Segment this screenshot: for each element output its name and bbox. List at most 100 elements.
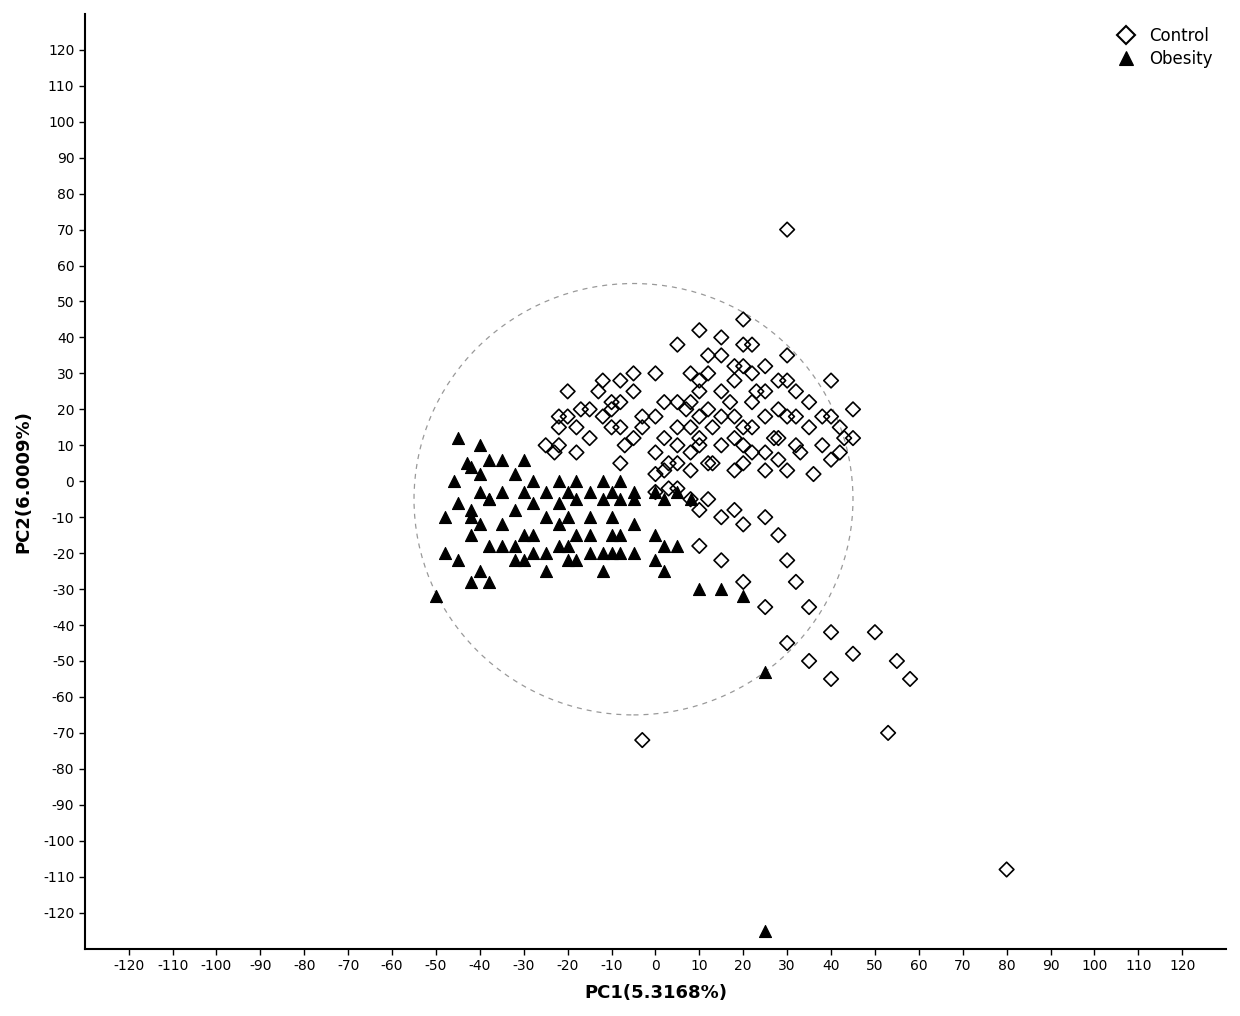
Point	[724, 373, 744, 389]
Point	[593, 408, 613, 425]
Point	[843, 401, 863, 418]
Point	[536, 545, 556, 561]
Point	[799, 599, 818, 616]
Point	[689, 322, 709, 338]
Point	[755, 358, 775, 374]
Point	[878, 724, 898, 741]
Point	[513, 484, 533, 500]
Point	[830, 444, 849, 460]
Point	[821, 671, 841, 687]
Point	[470, 563, 490, 579]
Point	[777, 221, 797, 238]
Point	[689, 537, 709, 554]
Point	[698, 347, 718, 364]
Point	[769, 451, 789, 467]
Point	[655, 491, 675, 507]
Point	[658, 455, 678, 471]
Point	[505, 537, 525, 554]
Point	[549, 537, 569, 554]
Point	[689, 383, 709, 399]
Point	[812, 437, 832, 453]
Point	[461, 527, 481, 544]
Point	[799, 420, 818, 436]
Point	[724, 430, 744, 446]
Point	[712, 408, 732, 425]
Point	[733, 516, 753, 532]
Point	[632, 408, 652, 425]
Point	[479, 537, 498, 554]
Point	[655, 462, 675, 479]
Point	[681, 462, 701, 479]
Point	[724, 502, 744, 518]
Point	[579, 430, 599, 446]
Point	[593, 563, 613, 579]
Point	[470, 516, 490, 532]
Point	[742, 366, 761, 382]
Point	[681, 491, 701, 507]
Point	[755, 383, 775, 399]
Point	[549, 495, 569, 511]
Point	[667, 336, 687, 353]
Point	[742, 394, 761, 410]
Point	[733, 455, 753, 471]
Point	[667, 484, 687, 500]
Point	[448, 553, 467, 569]
Point	[821, 373, 841, 389]
Point	[579, 509, 599, 525]
Point	[724, 408, 744, 425]
Point	[646, 484, 666, 500]
Point	[646, 466, 666, 483]
Point	[558, 537, 578, 554]
Point	[505, 466, 525, 483]
Point	[655, 430, 675, 446]
Point	[610, 527, 630, 544]
Point	[492, 537, 512, 554]
Point	[632, 420, 652, 436]
Point	[558, 553, 578, 569]
Point	[448, 495, 467, 511]
Point	[790, 444, 810, 460]
Point	[769, 430, 789, 446]
Point	[610, 545, 630, 561]
Point	[593, 473, 613, 490]
Point	[703, 455, 723, 471]
Point	[513, 527, 533, 544]
Point	[681, 491, 701, 507]
Point	[593, 373, 613, 389]
Point	[703, 420, 723, 436]
Point	[821, 408, 841, 425]
Point	[461, 502, 481, 518]
Point	[769, 373, 789, 389]
Point	[601, 509, 621, 525]
Point	[681, 366, 701, 382]
Point	[777, 635, 797, 651]
Point	[522, 495, 542, 511]
Point	[712, 329, 732, 345]
Point	[786, 383, 806, 399]
Point	[821, 624, 841, 640]
Point	[461, 574, 481, 590]
Point	[435, 545, 455, 561]
Point	[786, 408, 806, 425]
Point	[610, 473, 630, 490]
Point	[624, 366, 644, 382]
Point	[522, 545, 542, 561]
Point	[579, 484, 599, 500]
Point	[610, 373, 630, 389]
Point	[479, 491, 498, 507]
Point	[681, 444, 701, 460]
Point	[427, 588, 446, 605]
Point	[448, 430, 467, 446]
Point	[624, 430, 644, 446]
Point	[655, 394, 675, 410]
Point	[777, 462, 797, 479]
Point	[900, 671, 920, 687]
Point	[997, 862, 1017, 878]
Point	[536, 509, 556, 525]
Point	[601, 420, 621, 436]
Point	[624, 484, 644, 500]
Point	[646, 527, 666, 544]
Point	[777, 373, 797, 389]
Point	[689, 581, 709, 597]
Point	[579, 527, 599, 544]
